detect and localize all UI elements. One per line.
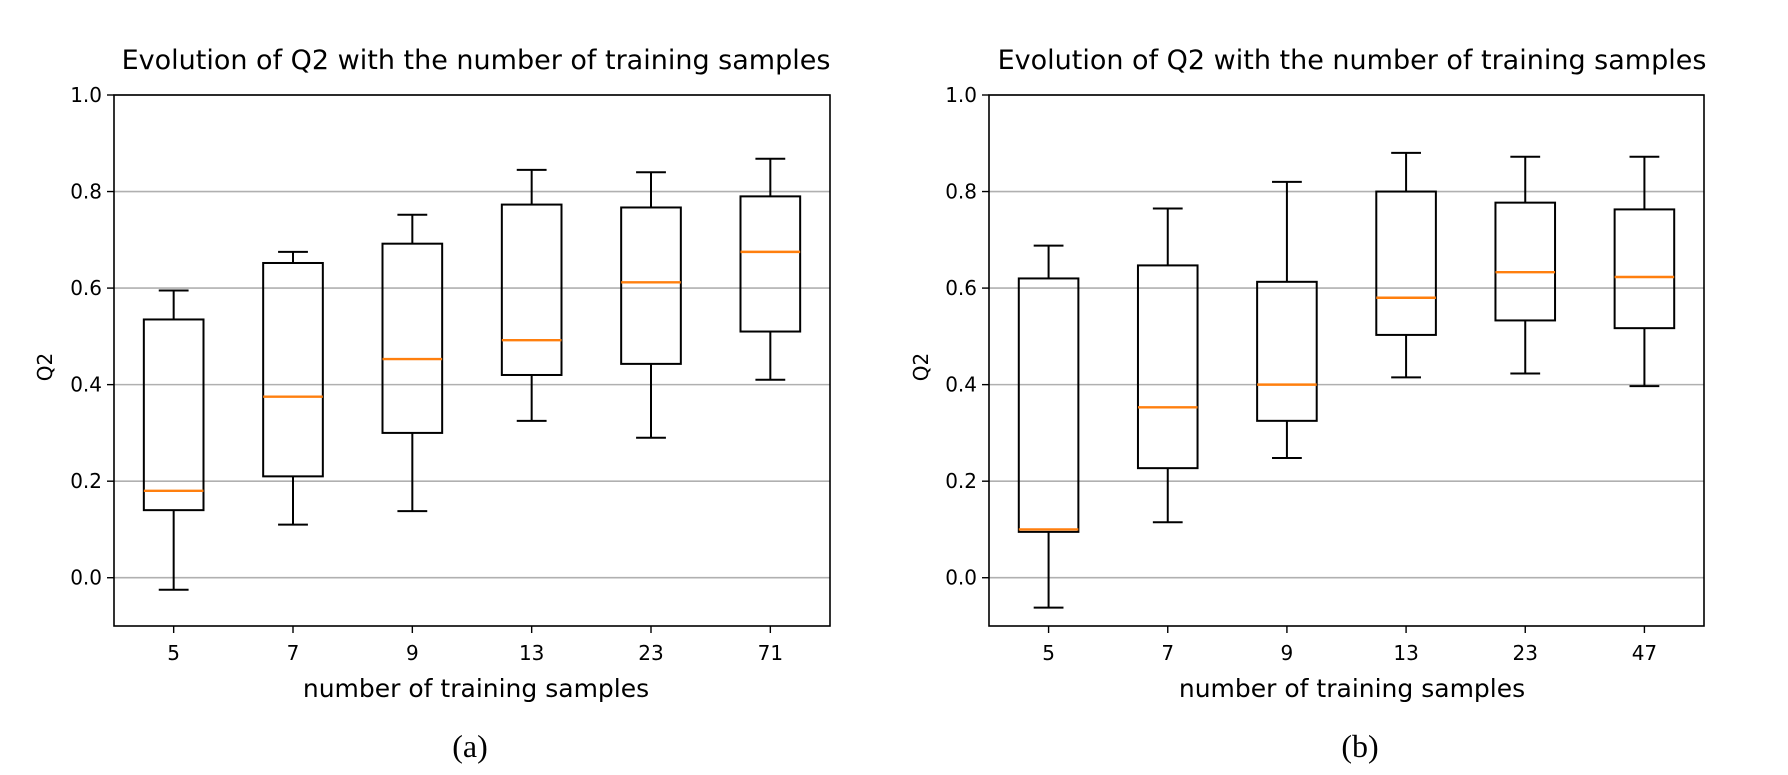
y-tick-label: 0.0 — [70, 566, 102, 590]
plot-area: 0.0 0.2 0.4 0.6 0.8 1.0 5 7 9 13 23 47 — [945, 83, 1705, 665]
x-tick-label: 9 — [1281, 641, 1294, 665]
subfigure-caption: (b) — [1341, 728, 1378, 764]
y-tick-label: 0.4 — [70, 373, 102, 397]
box-13 — [500, 168, 563, 422]
box-23 — [1494, 155, 1557, 375]
box-9 — [1256, 180, 1318, 460]
y-tick-label: 1.0 — [70, 83, 102, 107]
chart-panel-a: Evolution of Q2 with the number of train… — [33, 45, 831, 764]
subfigure-caption: (a) — [452, 728, 488, 764]
iqr-box — [262, 261, 324, 478]
y-tick-label: 0.0 — [945, 566, 977, 590]
box-5 — [1017, 244, 1080, 609]
box-7 — [1136, 207, 1199, 524]
chart-panel-b: Evolution of Q2 with the number of train… — [894, 0, 1788, 775]
x-tick-label: 7 — [1161, 641, 1174, 665]
axes-frame — [113, 94, 831, 627]
iqr-box — [142, 318, 205, 512]
y-tick-label: 0.8 — [945, 180, 977, 204]
iqr-box — [1136, 264, 1199, 470]
x-axis-label: number of training samples — [1179, 674, 1525, 703]
x-tick-label: 9 — [406, 641, 419, 665]
y-axis-label: Q2 — [33, 353, 57, 381]
iqr-box — [1256, 280, 1318, 422]
x-tick-label: 5 — [1042, 641, 1055, 665]
iqr-box — [739, 195, 802, 333]
iqr-box — [620, 206, 682, 365]
y-tick-label: 0.4 — [945, 373, 977, 397]
box-5 — [142, 289, 205, 591]
y-tick-label: 0.2 — [945, 469, 977, 493]
axes-frame — [988, 94, 1705, 627]
box-47 — [1613, 155, 1676, 388]
y-tick-label: 0.6 — [70, 276, 102, 300]
x-tick-label: 23 — [1513, 641, 1538, 665]
iqr-box — [500, 203, 563, 376]
box-9 — [381, 213, 444, 513]
x-tick-label: 13 — [519, 641, 544, 665]
y-tick-label: 1.0 — [945, 83, 977, 107]
box-7 — [262, 250, 324, 526]
y-tick-label: 0.8 — [70, 180, 102, 204]
box-71 — [739, 157, 802, 381]
plot-area: 0.0 0.2 0.4 0.6 0.8 1.0 5 7 9 13 23 71 — [70, 83, 831, 665]
x-tick-label: 5 — [167, 641, 180, 665]
iqr-box — [1613, 208, 1676, 330]
chart-title: Evolution of Q2 with the number of train… — [998, 45, 1707, 76]
iqr-box — [381, 242, 444, 434]
y-axis-label: Q2 — [909, 353, 933, 381]
iqr-box — [1494, 201, 1557, 322]
boxplot-chart-b: Evolution of Q2 with the number of train… — [909, 45, 1707, 764]
box-13 — [1375, 151, 1437, 379]
x-tick-label: 71 — [758, 641, 783, 665]
iqr-box — [1017, 277, 1080, 533]
chart-title: Evolution of Q2 with the number of train… — [122, 45, 831, 76]
x-tick-label: 47 — [1632, 641, 1657, 665]
box-23 — [620, 171, 682, 439]
y-tick-label: 0.2 — [70, 469, 102, 493]
x-tick-label: 23 — [638, 641, 663, 665]
boxplot-chart-a: Evolution of Q2 with the number of train… — [33, 45, 831, 764]
x-axis-label: number of training samples — [303, 674, 649, 703]
iqr-box — [1375, 190, 1437, 336]
y-tick-label: 0.6 — [945, 276, 977, 300]
x-tick-label: 7 — [287, 641, 300, 665]
x-tick-label: 13 — [1393, 641, 1418, 665]
